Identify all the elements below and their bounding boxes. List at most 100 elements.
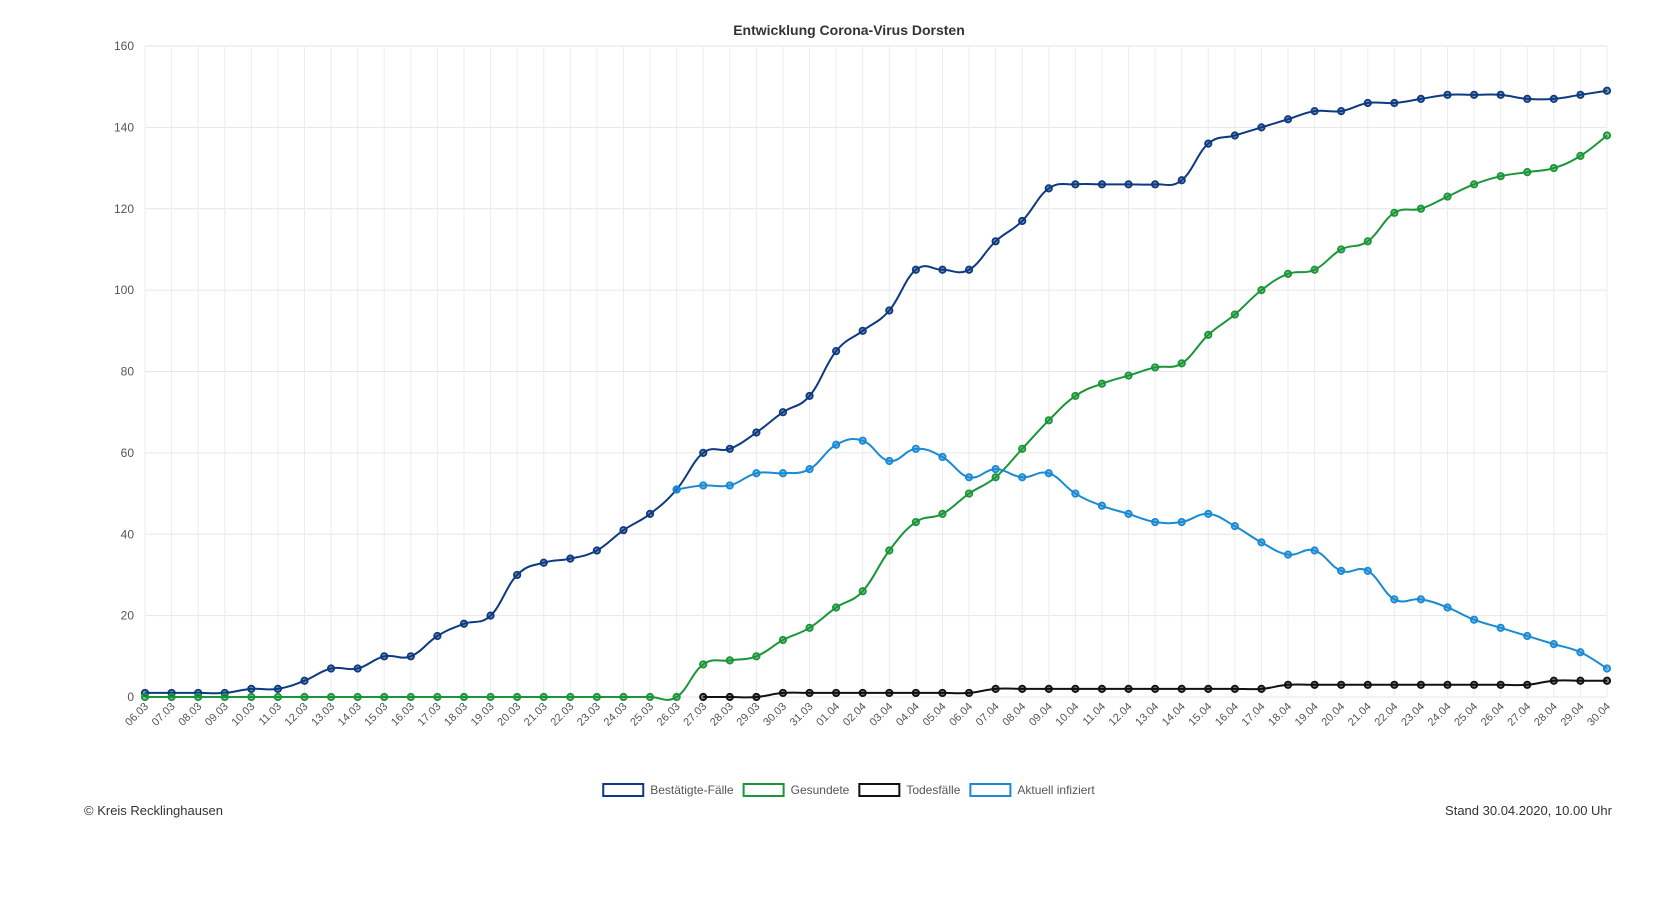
data-point[interactable]: [805, 391, 814, 401]
data-point[interactable]: [1310, 680, 1319, 689]
data-point[interactable]: [645, 692, 655, 702]
data-point[interactable]: [672, 692, 681, 702]
data-point[interactable]: [1363, 566, 1372, 575]
data-point[interactable]: [1576, 90, 1585, 99]
data-point[interactable]: [194, 692, 203, 702]
data-point[interactable]: [1469, 615, 1479, 624]
data-point[interactable]: [486, 611, 495, 620]
data-point[interactable]: [725, 656, 734, 665]
data-point[interactable]: [1018, 216, 1027, 226]
data-point[interactable]: [326, 692, 336, 702]
data-point[interactable]: [539, 558, 548, 567]
data-point[interactable]: [1363, 680, 1372, 689]
data-point[interactable]: [1204, 509, 1213, 519]
data-point[interactable]: [1602, 676, 1612, 685]
data-point[interactable]: [1496, 623, 1505, 632]
data-point[interactable]: [1363, 98, 1372, 108]
data-point[interactable]: [1310, 107, 1319, 116]
data-point[interactable]: [220, 692, 229, 702]
data-point[interactable]: [1283, 115, 1293, 124]
data-point[interactable]: [1496, 90, 1505, 99]
data-point[interactable]: [1602, 664, 1612, 673]
data-point[interactable]: [1204, 330, 1213, 339]
data-point[interactable]: [1177, 684, 1186, 693]
data-point[interactable]: [1443, 680, 1452, 689]
data-point[interactable]: [619, 526, 628, 535]
data-point[interactable]: [645, 509, 655, 519]
data-point[interactable]: [1337, 107, 1346, 116]
data-point[interactable]: [1416, 680, 1426, 689]
data-point[interactable]: [1071, 391, 1080, 401]
data-point[interactable]: [911, 517, 920, 527]
data-point[interactable]: [459, 692, 469, 702]
data-point[interactable]: [459, 619, 469, 628]
data-point[interactable]: [1337, 566, 1346, 575]
data-point[interactable]: [1177, 176, 1186, 185]
data-point[interactable]: [1390, 680, 1399, 689]
data-point[interactable]: [1549, 640, 1558, 649]
data-point[interactable]: [1469, 90, 1479, 99]
data-point[interactable]: [858, 326, 867, 335]
data-point[interactable]: [885, 688, 894, 698]
data-point[interactable]: [1257, 538, 1266, 547]
data-point[interactable]: [1018, 473, 1027, 482]
data-point[interactable]: [513, 692, 522, 702]
data-point[interactable]: [938, 688, 947, 698]
data-point[interactable]: [1230, 522, 1239, 531]
legend-item[interactable]: Gesundete: [742, 783, 850, 797]
data-point[interactable]: [1124, 509, 1133, 519]
data-point[interactable]: [1097, 501, 1107, 510]
data-point[interactable]: [1283, 550, 1293, 559]
data-point[interactable]: [991, 684, 1000, 693]
data-point[interactable]: [964, 265, 974, 274]
legend-item[interactable]: Aktuell infiziert: [969, 783, 1095, 797]
data-point[interactable]: [752, 469, 761, 478]
data-point[interactable]: [1523, 168, 1532, 177]
data-point[interactable]: [1602, 86, 1612, 95]
data-point[interactable]: [353, 664, 362, 673]
data-point[interactable]: [1469, 680, 1479, 689]
data-point[interactable]: [832, 347, 841, 356]
data-point[interactable]: [1602, 131, 1612, 140]
data-point[interactable]: [911, 688, 920, 698]
data-point[interactable]: [380, 692, 389, 702]
data-point[interactable]: [1337, 245, 1346, 254]
data-point[interactable]: [1044, 416, 1053, 425]
data-point[interactable]: [1018, 444, 1027, 453]
data-point[interactable]: [885, 456, 894, 466]
data-point[interactable]: [406, 652, 415, 661]
data-point[interactable]: [885, 306, 894, 315]
data-point[interactable]: [964, 473, 974, 482]
data-point[interactable]: [725, 481, 734, 490]
data-point[interactable]: [1443, 90, 1452, 99]
data-point[interactable]: [805, 465, 814, 474]
data-point[interactable]: [1337, 680, 1346, 689]
data-point[interactable]: [1097, 180, 1107, 189]
data-point[interactable]: [725, 692, 734, 702]
data-point[interactable]: [592, 546, 601, 555]
data-point[interactable]: [1257, 123, 1266, 132]
data-point[interactable]: [964, 688, 974, 698]
data-point[interactable]: [805, 688, 814, 698]
data-point[interactable]: [1496, 172, 1505, 181]
data-point[interactable]: [991, 465, 1000, 474]
data-point[interactable]: [1044, 184, 1053, 193]
data-point[interactable]: [778, 408, 788, 417]
data-point[interactable]: [486, 692, 495, 702]
data-point[interactable]: [858, 688, 867, 698]
data-point[interactable]: [778, 469, 788, 478]
data-point[interactable]: [1443, 603, 1452, 612]
data-point[interactable]: [699, 481, 708, 490]
data-point[interactable]: [566, 554, 575, 563]
data-point[interactable]: [539, 692, 548, 702]
data-point[interactable]: [725, 444, 734, 453]
data-point[interactable]: [1523, 94, 1532, 103]
data-point[interactable]: [1416, 94, 1426, 103]
data-point[interactable]: [1390, 98, 1399, 108]
data-point[interactable]: [1310, 546, 1319, 555]
data-point[interactable]: [1576, 648, 1585, 657]
data-point[interactable]: [832, 603, 841, 612]
data-point[interactable]: [1230, 310, 1239, 319]
data-point[interactable]: [247, 684, 256, 693]
data-point[interactable]: [938, 265, 947, 274]
